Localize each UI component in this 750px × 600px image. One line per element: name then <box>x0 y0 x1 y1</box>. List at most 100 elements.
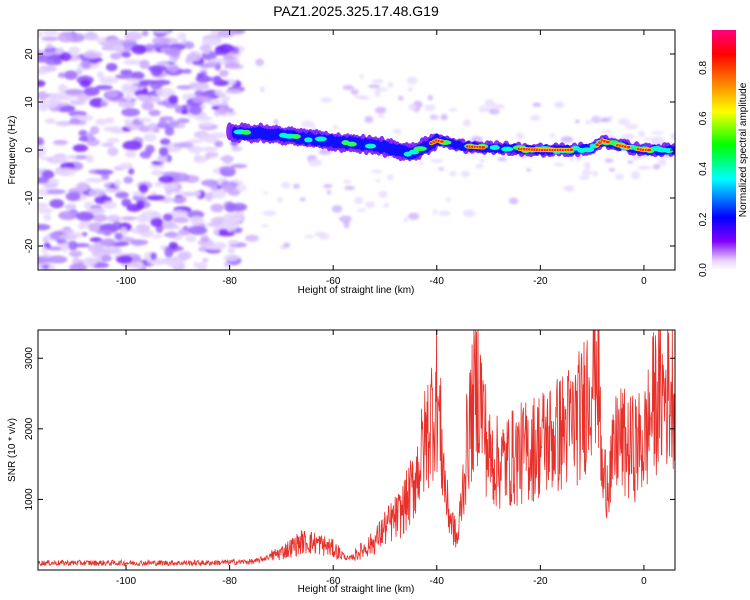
noise-blob <box>403 216 408 223</box>
noise-blob <box>562 186 572 190</box>
noise-blob <box>168 241 179 250</box>
noise-blob <box>47 246 64 251</box>
noise-blob <box>151 37 171 45</box>
noise-blob <box>230 146 243 152</box>
noise-blob <box>161 171 181 176</box>
noise-blob <box>581 169 592 176</box>
noise-blob <box>124 150 137 158</box>
noise-blob <box>139 59 150 69</box>
noise-blob <box>418 159 424 166</box>
noise-blob <box>299 197 306 202</box>
noise-blob <box>78 129 88 137</box>
noise-blob <box>555 102 563 107</box>
noise-blob <box>132 195 140 201</box>
noise-blob <box>197 134 211 140</box>
noise-blob <box>432 208 437 216</box>
noise-blob <box>120 69 133 75</box>
noise-blob <box>150 258 170 266</box>
y-tick-label: 10 <box>24 96 35 108</box>
noise-blob <box>371 79 384 84</box>
noise-blob <box>637 165 652 170</box>
noise-blob <box>152 234 163 239</box>
noise-blob <box>224 110 237 117</box>
noise-blob <box>64 203 77 211</box>
snr-y-label: SNR (10 * v/v) <box>7 418 18 482</box>
noise-blob <box>113 221 121 226</box>
noise-blob <box>658 157 667 166</box>
noise-blob <box>38 176 50 184</box>
noise-blob <box>424 104 436 112</box>
noise-blob <box>122 140 143 151</box>
noise-blob <box>578 175 590 180</box>
x-tick-label: -60 <box>326 276 341 287</box>
noise-blob <box>214 89 224 97</box>
noise-blob <box>227 239 239 245</box>
noise-blob <box>141 30 149 37</box>
noise-blob <box>154 181 163 187</box>
noise-blob <box>221 218 241 228</box>
noise-blob <box>223 254 240 262</box>
noise-blob <box>105 90 118 98</box>
noise-blob <box>202 37 223 43</box>
noise-blob <box>245 234 259 242</box>
noise-blob <box>77 223 90 229</box>
noise-blob <box>79 79 91 88</box>
ridge-highlight <box>664 148 674 154</box>
noise-blob <box>217 44 235 53</box>
noise-blob <box>89 237 102 243</box>
noise-blob <box>124 118 133 125</box>
noise-blob <box>53 140 68 145</box>
noise-blob <box>601 129 613 134</box>
noise-blob <box>125 78 142 83</box>
x-tick-label: -80 <box>222 276 237 287</box>
noise-blob <box>137 218 151 223</box>
noise-blob <box>38 256 51 263</box>
colorbar-label: Normalized spectral amplitude <box>738 82 749 217</box>
noise-blob <box>124 31 143 41</box>
noise-blob <box>136 200 145 210</box>
snr-x-ticks: -100 -80 -60 -40 -20 0 <box>116 330 647 587</box>
noise-blob <box>217 30 235 38</box>
noise-blob <box>147 65 168 72</box>
noise-blob <box>166 259 181 268</box>
noise-blob <box>145 43 154 52</box>
noise-blob <box>300 120 315 128</box>
noise-blob <box>158 146 169 157</box>
noise-blob <box>378 190 388 199</box>
snr-line <box>38 330 675 568</box>
noise-blob <box>68 110 87 117</box>
noise-blob <box>151 169 164 176</box>
noise-blob <box>210 203 224 213</box>
noise-blob <box>449 170 457 177</box>
ridge-highlight <box>364 143 377 149</box>
noise-blob <box>574 119 580 124</box>
noise-blob <box>364 116 374 124</box>
noise-blob <box>222 56 237 62</box>
noise-blob <box>130 239 149 246</box>
noise-blob <box>125 93 132 102</box>
x-tick-label: -20 <box>533 276 548 287</box>
ridge-peak <box>439 140 444 143</box>
noise-blob <box>114 73 135 79</box>
noise-blob <box>130 228 140 233</box>
noise-blob <box>59 52 72 62</box>
noise-blob <box>339 215 352 223</box>
noise-blob <box>209 189 226 199</box>
noise-blob <box>283 242 291 249</box>
noise-blob <box>172 217 190 224</box>
noise-blob <box>123 176 134 184</box>
noise-blob <box>149 164 165 169</box>
noise-blob <box>43 214 52 221</box>
noise-blob <box>354 196 364 205</box>
noise-blob <box>88 188 106 197</box>
noise-blob <box>532 102 542 107</box>
noise-blob <box>358 95 370 100</box>
noise-blob <box>114 232 123 240</box>
noise-blob <box>100 102 108 107</box>
noise-blob <box>38 91 48 101</box>
noise-blob <box>273 119 279 126</box>
colorbar-tick-label: 0.4 <box>698 162 709 176</box>
noise-blob <box>438 167 445 171</box>
noise-blob <box>102 201 117 210</box>
